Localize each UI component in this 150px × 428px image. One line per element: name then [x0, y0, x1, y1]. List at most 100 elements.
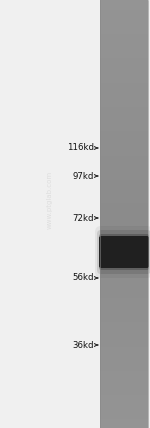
Bar: [100, 347, 148, 349]
Bar: [100, 335, 148, 337]
Bar: [100, 177, 148, 179]
Bar: [100, 12, 148, 13]
Bar: [100, 241, 148, 243]
Bar: [100, 243, 148, 244]
Bar: [100, 119, 148, 120]
Bar: [100, 284, 148, 286]
Bar: [100, 34, 148, 36]
Bar: [100, 317, 148, 319]
Bar: [100, 351, 148, 353]
FancyBboxPatch shape: [97, 230, 150, 274]
Bar: [100, 150, 148, 152]
Bar: [100, 318, 148, 320]
Bar: [100, 94, 148, 96]
Bar: [100, 230, 148, 232]
Bar: [100, 274, 148, 276]
Bar: [100, 424, 148, 426]
Bar: [100, 111, 148, 113]
Bar: [100, 210, 148, 212]
Bar: [100, 143, 148, 145]
Bar: [100, 337, 148, 339]
Bar: [100, 235, 148, 238]
Bar: [100, 144, 148, 146]
Bar: [100, 188, 148, 190]
Bar: [100, 247, 148, 249]
Bar: [100, 363, 148, 364]
Bar: [100, 401, 148, 403]
Bar: [100, 37, 148, 39]
Bar: [100, 288, 148, 290]
Bar: [100, 287, 148, 289]
Bar: [100, 80, 148, 82]
FancyBboxPatch shape: [99, 236, 149, 268]
Bar: [100, 104, 148, 106]
Bar: [100, 232, 148, 235]
Bar: [100, 9, 148, 11]
Bar: [100, 300, 148, 302]
Text: 116kd: 116kd: [67, 143, 94, 152]
Bar: [100, 324, 148, 326]
Bar: [100, 238, 148, 240]
Bar: [100, 227, 148, 229]
Bar: [100, 234, 148, 236]
Bar: [100, 54, 148, 56]
Bar: [100, 294, 148, 296]
Bar: [100, 97, 148, 99]
Bar: [100, 123, 148, 125]
Bar: [100, 374, 148, 376]
Bar: [100, 141, 148, 143]
Bar: [100, 394, 148, 396]
Bar: [100, 411, 148, 413]
Bar: [100, 350, 148, 351]
Bar: [100, 29, 148, 30]
Bar: [100, 50, 148, 52]
Bar: [100, 418, 148, 420]
Bar: [100, 357, 148, 359]
Bar: [100, 422, 148, 424]
Bar: [100, 48, 148, 51]
Bar: [100, 231, 148, 233]
FancyBboxPatch shape: [95, 226, 150, 278]
Bar: [100, 23, 148, 25]
Bar: [100, 90, 148, 92]
Bar: [100, 198, 148, 200]
Bar: [100, 10, 148, 12]
Bar: [100, 76, 148, 77]
Bar: [100, 106, 148, 107]
Bar: [100, 193, 148, 195]
Bar: [100, 190, 148, 192]
Bar: [100, 261, 148, 263]
Bar: [100, 325, 148, 327]
Bar: [100, 187, 148, 189]
FancyBboxPatch shape: [99, 234, 149, 270]
Bar: [100, 16, 148, 18]
Bar: [100, 360, 148, 362]
Bar: [100, 251, 148, 253]
Bar: [100, 68, 148, 71]
Bar: [100, 71, 148, 73]
Bar: [100, 382, 148, 384]
Bar: [100, 147, 148, 149]
Bar: [100, 260, 148, 262]
Bar: [100, 295, 148, 297]
Bar: [100, 327, 148, 329]
Text: 97kd: 97kd: [73, 172, 94, 181]
Bar: [100, 285, 148, 287]
Bar: [100, 205, 148, 208]
Bar: [100, 43, 148, 45]
Bar: [100, 73, 148, 75]
Bar: [100, 391, 148, 393]
Bar: [100, 6, 148, 8]
Text: 56kd: 56kd: [72, 273, 94, 282]
Bar: [100, 134, 148, 136]
Bar: [100, 275, 148, 277]
Bar: [100, 17, 148, 19]
Bar: [100, 196, 148, 197]
Bar: [100, 208, 148, 210]
Bar: [100, 180, 148, 182]
Bar: [100, 322, 148, 324]
Bar: [100, 278, 148, 280]
Bar: [100, 191, 148, 193]
Bar: [100, 125, 148, 128]
Bar: [100, 108, 148, 110]
